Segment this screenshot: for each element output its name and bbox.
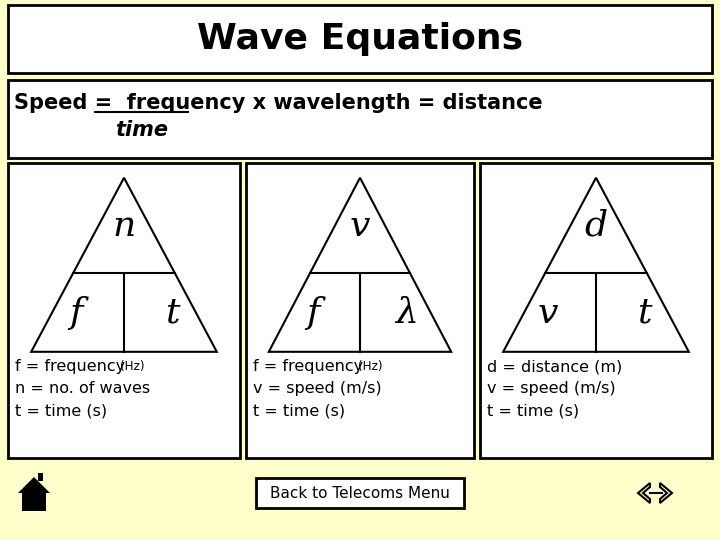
Text: t: t — [636, 295, 651, 329]
FancyBboxPatch shape — [480, 163, 712, 458]
FancyBboxPatch shape — [29, 501, 39, 511]
Text: d: d — [585, 208, 608, 242]
FancyBboxPatch shape — [8, 80, 712, 158]
FancyBboxPatch shape — [8, 163, 240, 458]
FancyBboxPatch shape — [38, 473, 43, 481]
Text: t = time (s): t = time (s) — [15, 403, 107, 418]
Text: (Hz): (Hz) — [120, 360, 145, 373]
Text: n = no. of waves: n = no. of waves — [15, 381, 150, 396]
Text: v = speed (m/s): v = speed (m/s) — [487, 381, 616, 396]
Text: (Hz): (Hz) — [358, 360, 382, 373]
Text: λ: λ — [396, 295, 418, 329]
Text: f: f — [306, 295, 320, 329]
Text: v: v — [538, 295, 558, 329]
Text: Speed =  frequency x wavelength = distance: Speed = frequency x wavelength = distanc… — [14, 93, 543, 113]
Text: f = frequency: f = frequency — [15, 359, 130, 374]
Text: f: f — [69, 295, 83, 329]
Text: t = time (s): t = time (s) — [487, 403, 579, 418]
Text: Wave Equations: Wave Equations — [197, 22, 523, 56]
FancyBboxPatch shape — [246, 163, 474, 458]
Text: v: v — [350, 208, 370, 242]
Text: Back to Telecoms Menu: Back to Telecoms Menu — [270, 485, 450, 501]
Text: n: n — [112, 208, 135, 242]
Text: t = time (s): t = time (s) — [253, 403, 345, 418]
Text: d = distance (m): d = distance (m) — [487, 359, 622, 374]
Text: t: t — [165, 295, 179, 329]
Text: f = frequency: f = frequency — [253, 359, 368, 374]
FancyBboxPatch shape — [256, 478, 464, 508]
FancyBboxPatch shape — [22, 493, 46, 511]
Polygon shape — [18, 477, 50, 493]
Text: time: time — [115, 120, 168, 140]
FancyBboxPatch shape — [8, 5, 712, 73]
Text: v = speed (m/s): v = speed (m/s) — [253, 381, 382, 396]
